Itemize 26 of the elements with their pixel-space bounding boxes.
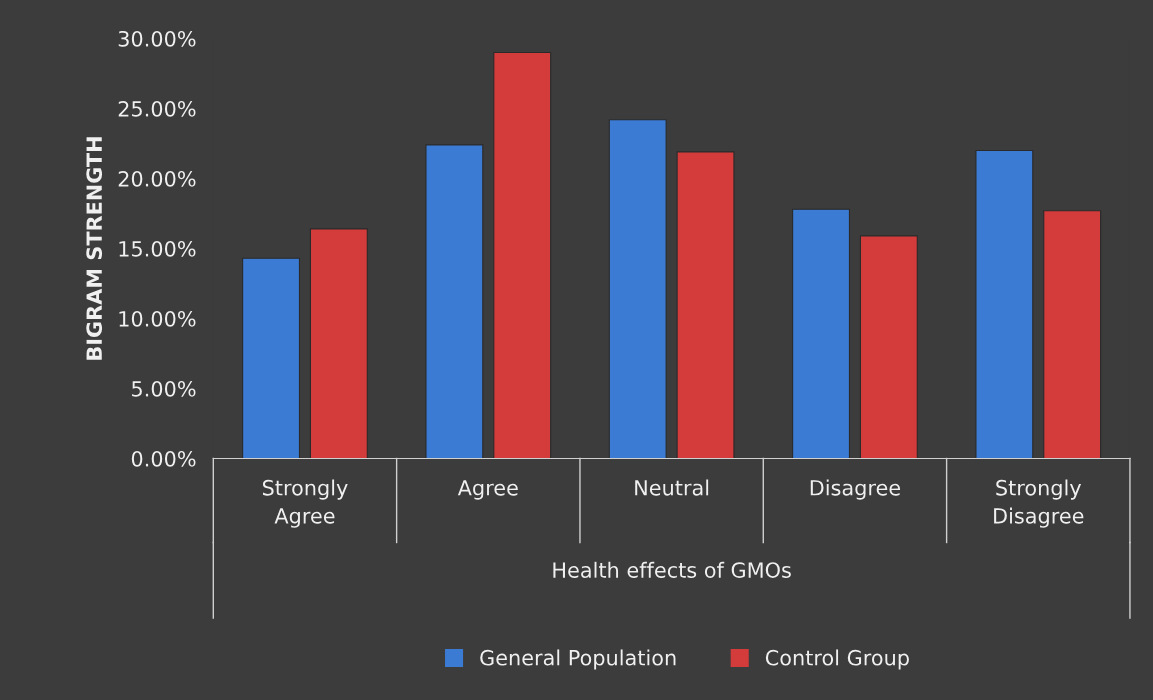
bar: [242, 257, 301, 459]
legend-label: General Population: [480, 649, 676, 670]
x-tick-label: Neutral: [635, 479, 709, 496]
bar: [859, 235, 918, 459]
y-tick-label: 10.00%: [119, 310, 196, 327]
bar: [309, 228, 368, 459]
y-tick-label: 5.00%: [132, 380, 196, 397]
x-tick-label: Agree: [457, 480, 518, 500]
y-axis-title: BIGRAM STRENGTH: [86, 137, 103, 360]
x-tick-label: Disagree: [810, 479, 901, 500]
bar: [425, 144, 484, 459]
bar: [676, 151, 735, 459]
x-tick-label: Strongly Disagree: [994, 479, 1084, 528]
legend-label: Control Group: [765, 649, 909, 670]
y-tick-label: 0.00%: [131, 450, 196, 467]
y-tick-label: 25.00%: [118, 100, 196, 117]
bar: [792, 208, 851, 459]
x-tick-label: Strongly Agree: [262, 479, 348, 528]
bar: [975, 149, 1034, 459]
y-tick-label: 15.00%: [119, 240, 196, 257]
bar: [493, 51, 552, 459]
bar: [608, 119, 667, 459]
bar: [1043, 210, 1102, 459]
y-tick-label: 20.00%: [118, 170, 196, 187]
x-axis-title: Health effects of GMOs: [553, 561, 791, 578]
y-tick-label: 30.00%: [118, 30, 196, 47]
